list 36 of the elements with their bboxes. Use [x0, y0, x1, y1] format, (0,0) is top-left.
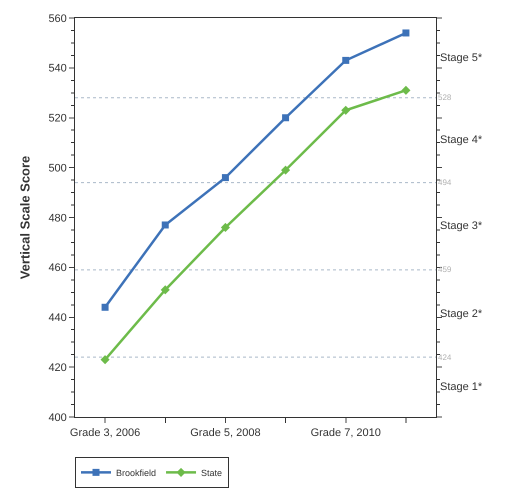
text: Stage 3*	[440, 220, 483, 232]
y-tick-label: 440	[48, 312, 67, 324]
ref-line-label: 528	[438, 93, 452, 102]
legend-label: Brookfield	[116, 468, 156, 478]
y-tick-label: 420	[48, 362, 67, 374]
ref-line-label: 424	[438, 353, 452, 362]
point	[102, 304, 109, 311]
point	[222, 174, 229, 182]
x-tick-label: Grade 7, 2010	[310, 427, 381, 440]
y-tick-label: 560	[48, 12, 67, 25]
point	[342, 56, 350, 64]
point	[100, 355, 110, 364]
y-tick-label: 400	[48, 412, 67, 424]
point	[401, 86, 410, 95]
point	[220, 222, 230, 232]
text: Stage 4*	[440, 134, 483, 146]
ref-line-label: 459	[438, 265, 452, 274]
point	[341, 106, 350, 115]
y-axis-title: Vertical Scale Score	[17, 156, 32, 280]
point	[160, 285, 170, 294]
legend-label: State	[201, 468, 222, 478]
y-tick-label: 480	[48, 212, 67, 224]
text: Stage 2*	[440, 308, 483, 320]
point	[162, 221, 169, 228]
point	[281, 166, 290, 175]
y-tick-label: 500	[48, 162, 67, 174]
x-tick-label: Grade 5, 2008	[190, 427, 261, 440]
text: Stage 1*	[440, 381, 483, 393]
x-tick-label: Grade 3, 2006	[70, 427, 140, 440]
y-tick-label: 520	[48, 112, 67, 125]
text: Stage 5*	[440, 52, 483, 64]
ref-line-label: 494	[438, 178, 452, 187]
y-tick-label: 540	[48, 62, 67, 75]
point	[402, 29, 410, 36]
point	[282, 114, 290, 122]
y-tick-label: 460	[48, 262, 67, 274]
